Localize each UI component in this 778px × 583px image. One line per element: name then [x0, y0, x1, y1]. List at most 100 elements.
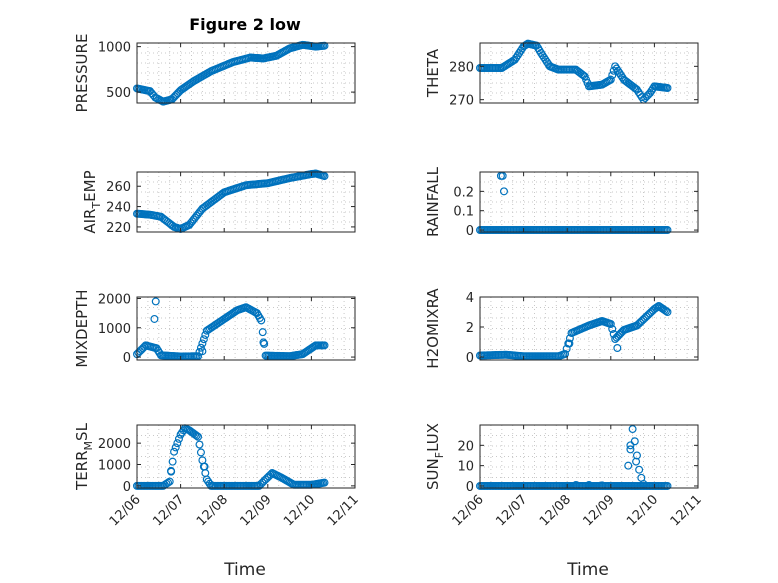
data-point	[196, 448, 205, 457]
data-point	[639, 479, 648, 488]
data-point	[196, 343, 205, 352]
data-point	[613, 344, 622, 353]
data-point	[598, 481, 607, 490]
y-tick-label: 1000	[98, 322, 131, 337]
series-markers	[476, 302, 672, 361]
data-point	[663, 481, 672, 490]
data-point	[164, 478, 173, 487]
x-axis-label-right: Time	[566, 560, 609, 580]
data-point	[173, 439, 182, 448]
data-point	[663, 226, 672, 235]
y-tick-label: 10	[457, 460, 474, 475]
data-point	[199, 335, 208, 344]
y-tick-label: 0.1	[453, 205, 474, 220]
series-markers	[133, 169, 329, 233]
data-point	[565, 334, 574, 343]
x-axis-label-left: Time	[223, 560, 266, 580]
y-tick-label: 2000	[98, 292, 131, 307]
y-axis-label: PRESSURE	[73, 34, 91, 113]
subplot-4: 0 1000 2000 MIXDEPTH	[73, 289, 356, 368]
data-point	[632, 457, 641, 466]
y-tick-label: 0	[466, 480, 474, 495]
data-point	[150, 314, 159, 323]
data-point	[194, 432, 203, 441]
subplot-6: 0 1000 2000 12/06 12/07 12/08 12/09 12/10 12/11 T…	[73, 422, 362, 529]
data-point	[167, 466, 176, 475]
axes-box	[479, 296, 699, 361]
y-axis-label: MIXDEPTH	[73, 289, 91, 367]
series-markers	[476, 39, 672, 104]
data-point	[168, 457, 177, 466]
y-tick-label: 20	[457, 439, 474, 454]
data-point	[663, 83, 672, 92]
data-point	[630, 437, 639, 446]
y-tick-label: 500	[106, 86, 131, 101]
y-axis-label: H2OMIXRA	[424, 288, 442, 369]
data-point	[259, 338, 268, 347]
data-point	[200, 462, 209, 471]
y-tick-label: 0	[466, 224, 474, 239]
data-point	[662, 307, 671, 316]
data-point	[198, 339, 207, 348]
data-point	[608, 71, 617, 80]
series-markers	[133, 297, 329, 361]
subplot-3: 0 0.1 0.2 RAINFALL	[424, 166, 699, 239]
data-point	[165, 477, 174, 486]
data-point	[632, 451, 641, 460]
data-point	[257, 316, 266, 325]
y-tick-label: 2000	[98, 437, 131, 452]
data-point	[171, 443, 180, 452]
x-tick-label: 12/08	[537, 492, 574, 529]
y-axis-label: TERRMSL	[73, 422, 95, 491]
series-markers	[476, 425, 672, 490]
y-axis-label: RAINFALL	[424, 166, 442, 237]
x-tick-label: 12/07	[150, 492, 187, 529]
x-tick-label: 12/08	[194, 492, 231, 529]
y-axis-label: SUNFLUX	[424, 423, 446, 490]
axes-box	[479, 424, 699, 489]
data-point	[170, 447, 179, 456]
y-axis-label: AIRTEMP	[81, 170, 103, 233]
data-point	[626, 445, 635, 454]
data-point	[320, 41, 329, 50]
data-point	[320, 478, 329, 487]
y-tick-label: 220	[106, 221, 131, 236]
data-point	[565, 339, 574, 348]
data-point	[198, 347, 207, 356]
data-point	[320, 172, 329, 181]
axes-box	[136, 424, 356, 489]
data-point	[635, 465, 644, 474]
series-markers	[133, 424, 329, 490]
y-tick-label: 260	[106, 180, 131, 195]
y-tick-label: 2	[466, 321, 474, 336]
data-point	[626, 441, 635, 450]
data-point	[192, 431, 201, 440]
y-tick-label: 280	[449, 60, 474, 75]
series-markers	[476, 171, 672, 235]
x-tick-label: 12/07	[493, 492, 530, 529]
x-tick-label: 12/06	[450, 492, 487, 529]
axes-box	[136, 296, 356, 361]
data-point	[624, 461, 633, 470]
y-tick-label: 0	[466, 351, 474, 366]
data-point	[663, 308, 672, 317]
y-tick-label: 0	[123, 480, 131, 495]
subplot-0: 500 1000 PRESSURE	[73, 34, 356, 113]
axes-box	[136, 42, 356, 104]
x-tick-label: 12/06	[107, 492, 144, 529]
data-point	[499, 187, 508, 196]
series-markers	[133, 40, 329, 106]
data-point	[606, 320, 615, 329]
x-tick-label: 12/09	[581, 492, 618, 529]
data-point	[258, 328, 267, 337]
y-tick-label: 1000	[98, 459, 131, 474]
data-point	[561, 350, 570, 359]
y-tick-label: 270	[449, 94, 474, 109]
data-point	[606, 75, 615, 84]
subplot-5: 0 2 4 H2OMIXRA	[424, 288, 699, 369]
data-point	[174, 434, 183, 443]
data-point	[320, 341, 329, 350]
x-tick-label: 12/11	[668, 492, 705, 529]
y-axis-label: THETA	[424, 48, 442, 98]
subplot-7: 0 10 20 12/06 12/07 12/08 12/09 12/10 12/11 SUNFL…	[424, 423, 705, 529]
